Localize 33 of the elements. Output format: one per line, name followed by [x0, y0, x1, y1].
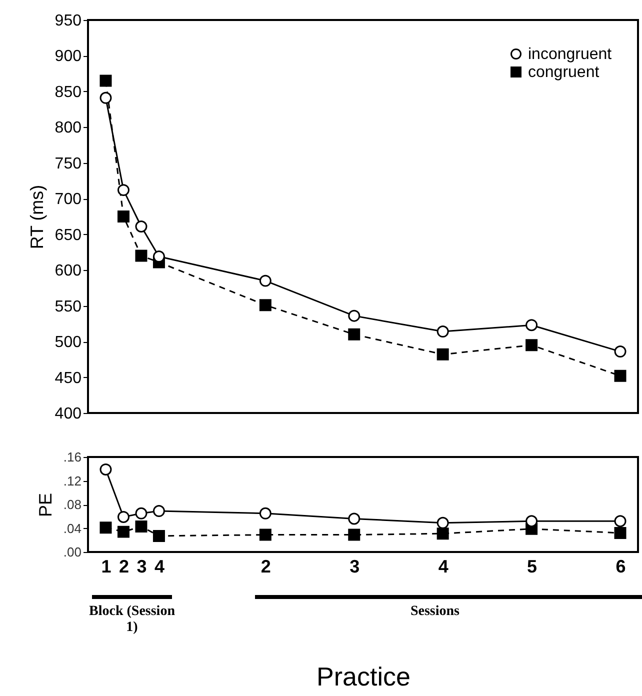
x-axis-title: Practice	[316, 662, 410, 692]
y-tick-label: 600	[54, 262, 82, 280]
y-tick-label: 450	[54, 370, 82, 387]
x-tick-label: 4	[154, 556, 164, 576]
y-tick-label: 650	[54, 226, 82, 244]
x-tick-label: 2	[118, 556, 129, 576]
y-tick-label: 900	[54, 48, 82, 66]
x-tick-label: 2	[260, 556, 271, 576]
x-tick-label: 5	[527, 556, 538, 576]
x-tick-label: 4	[438, 556, 448, 576]
y-tick-label: 950	[54, 12, 82, 30]
x-tick-label: 3	[350, 556, 360, 576]
y-tick-label: .12	[63, 473, 82, 488]
x-tick-label: 3	[136, 556, 147, 576]
legend-label: congruent	[528, 64, 600, 81]
y-axis-title: RT (ms)	[26, 184, 47, 250]
y-tick-label: .16	[63, 450, 82, 464]
y-tick-label: 700	[54, 191, 82, 208]
y-tick-label: 500	[54, 334, 82, 352]
y-tick-label: 550	[54, 298, 82, 316]
y-axis-title: PE	[35, 492, 56, 518]
legend-label: incongruent	[528, 46, 612, 63]
y-tick-label: 400	[54, 406, 82, 422]
y-tick-label: 850	[54, 84, 82, 101]
x-tick-label: 6	[616, 556, 626, 576]
y-tick-label: .04	[63, 520, 82, 536]
text: Block (Session 1)	[89, 604, 175, 636]
y-tick-label: 800	[54, 120, 82, 137]
text: Sessions	[409, 604, 461, 620]
x-tick-label: 1	[101, 556, 112, 576]
y-tick-label: .00	[63, 544, 82, 560]
y-tick-label: .08	[63, 497, 82, 512]
y-tick-label: 750	[54, 155, 82, 172]
